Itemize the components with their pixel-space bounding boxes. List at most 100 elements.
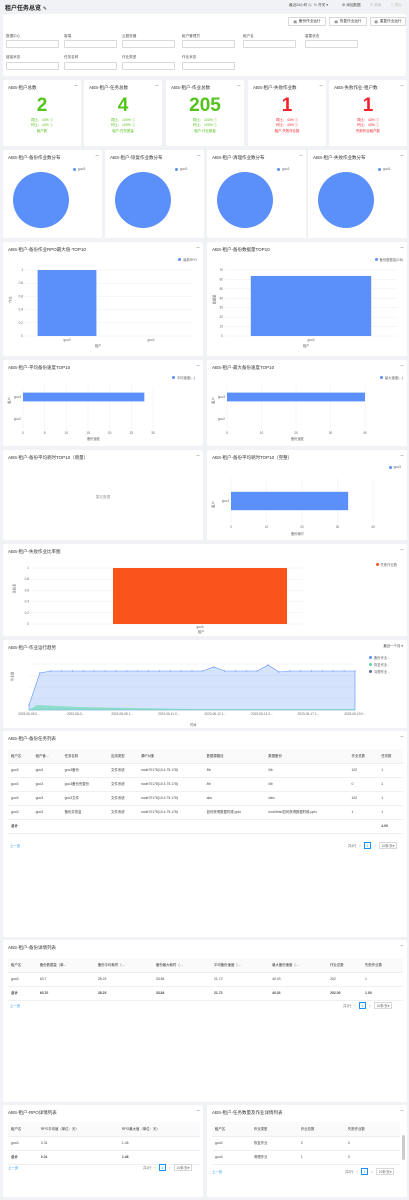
column-header[interactable]: 备份平均耗时（...: [94, 958, 153, 973]
table-row[interactable]: guo3 guo3 guo3备份 文件系统 node70178(10.4.75.178)…: [8, 763, 403, 778]
repeat-job-run-button[interactable]: ▤ 重复作业运行: [370, 17, 406, 26]
data-point[interactable]: [61, 670, 63, 672]
prev-page-icon[interactable]: ‹: [356, 1169, 358, 1174]
filter-input-link-status[interactable]: [6, 62, 59, 70]
table-row[interactable]: guo3 63.7 28.23 33.84 21.72 40.03 202 1: [8, 972, 403, 987]
data-point[interactable]: [256, 670, 258, 672]
more-icon[interactable]: ···: [400, 83, 404, 89]
column-header[interactable]: 失败作业数: [362, 958, 403, 973]
more-icon[interactable]: ···: [196, 453, 200, 459]
data-point[interactable]: [234, 670, 237, 672]
filter-input-datacenter[interactable]: [6, 40, 59, 48]
more-icon[interactable]: ···: [95, 153, 99, 159]
backup-job-run-button[interactable]: ▤ 备份作业运行: [288, 17, 326, 26]
data-point[interactable]: [278, 671, 280, 673]
more-icon[interactable]: ···: [197, 153, 201, 159]
data-point[interactable]: [224, 670, 226, 672]
bar[interactable]: [37, 270, 97, 336]
data-point[interactable]: [50, 670, 52, 672]
page-size-select[interactable]: 10条/页 ▾: [375, 1168, 395, 1175]
table-row[interactable]: guo3 0.31 1.46: [8, 1136, 200, 1151]
data-point[interactable]: [213, 666, 215, 668]
data-point[interactable]: [93, 670, 95, 672]
column-header[interactable]: 作业总数: [327, 958, 363, 973]
table-row[interactable]: guo3 恢复作业 2 0: [212, 1136, 400, 1151]
column-header[interactable]: 数据源路径: [203, 749, 266, 764]
edit-title-icon[interactable]: ✎: [42, 6, 47, 12]
data-point[interactable]: [137, 670, 139, 672]
next-page-icon[interactable]: ›: [371, 1169, 373, 1174]
bar[interactable]: [231, 491, 349, 511]
pie-legend[interactable]: guo3: [277, 167, 289, 171]
column-header[interactable]: 数据备份: [265, 749, 349, 764]
column-header[interactable]: 最大备份速度（...: [269, 958, 328, 973]
more-icon[interactable]: ···: [400, 1108, 404, 1114]
data-point[interactable]: [39, 672, 41, 674]
filter-input-important-status[interactable]: [305, 40, 358, 48]
data-point[interactable]: [158, 670, 160, 672]
trend-legend-item[interactable]: 清理作业...: [369, 669, 390, 674]
pie-legend[interactable]: guo3: [175, 167, 187, 171]
data-point[interactable]: [300, 670, 302, 672]
more-icon[interactable]: ···: [196, 245, 200, 251]
trend-legend-item[interactable]: 恢复作业...: [369, 662, 390, 667]
next-page-icon[interactable]: ›: [369, 1003, 371, 1008]
column-header[interactable]: RPO平均值（单位：天）: [37, 1122, 119, 1137]
column-header[interactable]: 作业总数: [297, 1122, 345, 1137]
data-point[interactable]: [289, 670, 291, 672]
filter-input-cloud-server[interactable]: [122, 40, 175, 48]
data-point[interactable]: [126, 670, 128, 672]
table-row[interactable]: guo3 guo3 guo3备份完整份 文件系统 node70178(10.4.75.1…: [8, 777, 403, 792]
column-header[interactable]: 租户名: [8, 1122, 38, 1137]
prev-page-link[interactable]: 上一页: [10, 1004, 21, 1008]
trend-legend-item[interactable]: 备份作业...: [369, 655, 390, 660]
page-size-select[interactable]: 10条/页 ▾: [173, 1164, 193, 1171]
more-icon[interactable]: ···: [319, 83, 323, 89]
bar[interactable]: [227, 392, 365, 402]
column-header[interactable]: 备份数据量（单...: [36, 958, 95, 973]
column-header[interactable]: 源IP对象: [137, 749, 204, 764]
data-point[interactable]: [267, 664, 269, 666]
data-point[interactable]: [354, 670, 356, 672]
next-page-icon[interactable]: ›: [374, 843, 376, 848]
page-size-select[interactable]: 10条/页 ▾: [373, 1002, 393, 1009]
restore-job-run-button[interactable]: ▤ 恢复作业运行: [329, 17, 367, 26]
data-point[interactable]: [71, 670, 74, 672]
more-icon[interactable]: ···: [196, 1108, 200, 1114]
data-point[interactable]: [245, 670, 247, 672]
data-point[interactable]: [169, 670, 171, 672]
data-point[interactable]: [332, 670, 334, 672]
more-icon[interactable]: ···: [400, 363, 404, 369]
prev-page-link[interactable]: 上一页: [8, 1166, 19, 1170]
data-point[interactable]: [321, 670, 323, 672]
page-button-current[interactable]: 1: [360, 1168, 369, 1175]
more-icon[interactable]: ···: [400, 734, 404, 740]
column-header[interactable]: 租户名: [212, 1122, 251, 1137]
prev-page-icon[interactable]: ‹: [354, 1003, 356, 1008]
time-range-select[interactable]: 最近24小时 ◷: [289, 3, 312, 7]
add-data-button[interactable]: ⚙ 添加数据: [342, 3, 361, 7]
data-point[interactable]: [202, 670, 204, 672]
next-page-icon[interactable]: ›: [169, 1165, 171, 1170]
column-header[interactable]: RPO最大值（单位：天）: [118, 1122, 200, 1137]
update-button[interactable]: ☰ 更新: [370, 3, 382, 7]
column-header[interactable]: 作业总数: [348, 749, 379, 764]
page-button-current[interactable]: 1: [363, 842, 372, 849]
more-icon[interactable]: ···: [400, 943, 404, 949]
page-button-current[interactable]: 1: [358, 1002, 367, 1009]
column-header[interactable]: 平均备份速度（...: [211, 958, 270, 973]
filter-input-job-status[interactable]: [182, 62, 235, 70]
table-row[interactable]: guo3 guo3 备份并恢复 文件系统 node70178(10.4.75.178) 如…: [8, 805, 403, 820]
column-header[interactable]: 任务名称: [61, 749, 109, 764]
more-icon[interactable]: ···: [155, 83, 159, 89]
page-size-select[interactable]: 10条/页 ▾: [378, 842, 398, 849]
data-point[interactable]: [180, 670, 182, 672]
filter-input-client[interactable]: [64, 40, 117, 48]
column-header[interactable]: 任务数: [378, 749, 403, 764]
filter-input-tenant-name[interactable]: [243, 40, 296, 48]
pie-legend[interactable]: guo3: [378, 167, 390, 171]
more-icon[interactable]: ···: [299, 153, 303, 159]
column-header[interactable]: 备份最大耗时（...: [152, 958, 212, 973]
filter-input-job-type[interactable]: [122, 62, 175, 70]
prev-page-icon[interactable]: ‹: [154, 1165, 156, 1170]
